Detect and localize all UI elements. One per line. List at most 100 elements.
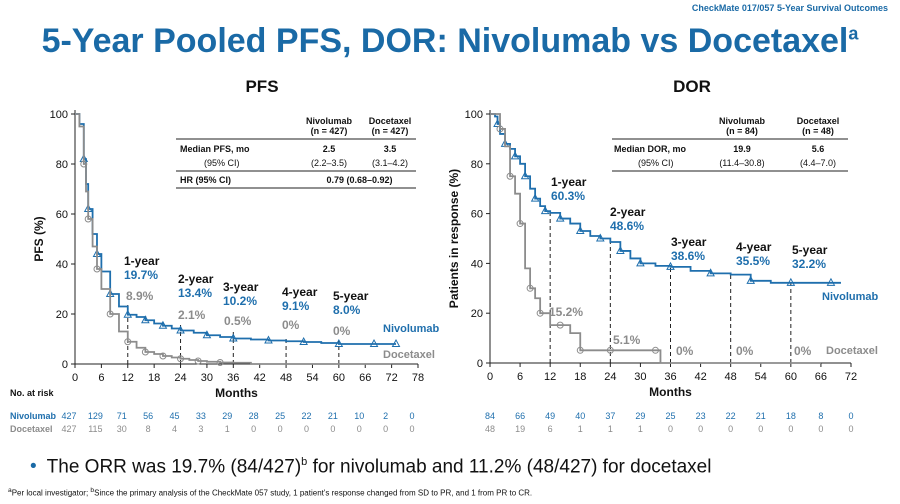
pfs-nivolumab-censor-mark xyxy=(141,315,150,324)
pfs-nivolumab-censor-mark xyxy=(334,338,344,347)
dor-at-risk-docetaxel-value: 1 xyxy=(608,424,613,434)
dor-x-tick-label: 66 xyxy=(815,371,827,383)
pfs-landmark-docetaxel-value: 8.9% xyxy=(126,289,154,303)
dor-table-col-nivo: Nivolumab xyxy=(719,116,766,126)
pfs-at-risk-nivolumab-value: 427 xyxy=(61,411,76,421)
pfs-x-tick-label: 0 xyxy=(72,372,78,384)
pfs-at-risk-docetaxel-value: 4 xyxy=(172,424,177,434)
dor-table-col-nivo-n: (n = 84) xyxy=(726,126,758,136)
dor-docetaxel-curve xyxy=(490,113,821,364)
pfs-at-risk-nivolumab-value: 28 xyxy=(249,411,259,421)
pfs-x-tick-label: 66 xyxy=(359,372,371,384)
pfs-landmark-label: 5-year xyxy=(333,289,369,303)
dor-legend-docetaxel: Docetaxel xyxy=(826,345,878,357)
dor-x-tick-label: 36 xyxy=(664,371,676,383)
dor-landmark-docetaxel-value: 0% xyxy=(794,344,812,358)
dor-at-risk-nivolumab-value: 8 xyxy=(818,411,823,421)
dor-nivolumab-censor-mark xyxy=(616,245,625,254)
pfs-docetaxel-censor-mark xyxy=(80,160,88,168)
pfs-at-risk-docetaxel-value: 0 xyxy=(251,424,256,434)
dor-docetaxel-censor-mark xyxy=(651,346,659,354)
dor-x-tick-label: 18 xyxy=(574,371,586,383)
dor-at-risk-nivolumab-value: 66 xyxy=(515,411,525,421)
pfs-landmark-nivolumab-value: 8.0% xyxy=(333,303,361,317)
pfs-landmark-nivolumab-value: 9.1% xyxy=(282,299,310,313)
dor-table-col-doce-n: (n = 48) xyxy=(802,126,834,136)
pfs-at-risk-docetaxel-value: 0 xyxy=(409,424,414,434)
dor-y-tick-label: 40 xyxy=(471,258,483,270)
pfs-at-risk-nivolumab-value: 71 xyxy=(117,411,127,421)
dor-nivolumab-censor-mark xyxy=(555,213,565,222)
dor-landmark-docetaxel-value: 0% xyxy=(736,344,754,358)
pfs-x-tick-label: 6 xyxy=(98,372,104,384)
dor-y-tick-label: 60 xyxy=(471,209,483,221)
dor-at-risk-docetaxel-value: 19 xyxy=(515,424,525,434)
dor-landmark-nivolumab-value: 60.3% xyxy=(551,189,585,203)
dor-table-row2-nivo: (11.4–30.8) xyxy=(719,158,764,168)
pfs-table-col-nivo-n: (n = 427) xyxy=(311,126,348,136)
dor-docetaxel-censor-mark xyxy=(506,172,514,180)
dor-chart-title: DOR xyxy=(673,77,711,96)
orr-bullet: • The ORR was 19.7% (84/427)b for nivolum… xyxy=(30,456,712,478)
pfs-nivolumab-censor-mark xyxy=(176,325,185,334)
dor-table-row1-label: Median DOR, mo xyxy=(614,144,687,154)
dor-nivolumab-censor-mark xyxy=(530,193,540,202)
dor-x-tick-label: 42 xyxy=(694,371,706,383)
dor-at-risk-nivolumab-value: 25 xyxy=(665,411,675,421)
pfs-at-risk-nivolumab-value: 45 xyxy=(170,411,180,421)
dor-nivolumab-censor-mark xyxy=(636,258,645,267)
dor-docetaxel-censor-mark xyxy=(556,321,564,329)
dor-nivolumab-censor-mark xyxy=(520,171,530,180)
dor-x-tick-label: 72 xyxy=(845,371,857,383)
pfs-y-axis-label: PFS (%) xyxy=(32,216,46,261)
pfs-docetaxel-censor-mark xyxy=(93,265,101,273)
at-risk-docetaxel-label: Docetaxel xyxy=(10,424,53,434)
pfs-table-row1-nivo: 2.5 xyxy=(323,144,336,154)
pfs-at-risk-nivolumab-value: 29 xyxy=(222,411,232,421)
dor-docetaxel-censor-mark xyxy=(526,284,534,292)
dor-at-risk-docetaxel-value: 0 xyxy=(758,424,763,434)
footnote: aPer local investigator; bSince the prim… xyxy=(8,487,533,498)
pfs-docetaxel-censor-mark xyxy=(106,310,114,318)
dor-table-row1-nivo: 19.9 xyxy=(733,144,751,154)
dor-at-risk-docetaxel-value: 6 xyxy=(548,424,553,434)
pfs-at-risk-nivolumab-value: 0 xyxy=(409,411,414,421)
pfs-y-tick-label: 20 xyxy=(56,309,68,321)
pfs-table-col-doce: Docetaxel xyxy=(369,116,412,126)
pfs-at-risk-docetaxel-value: 0 xyxy=(304,424,309,434)
dor-at-risk-docetaxel-value: 0 xyxy=(698,424,703,434)
dor-docetaxel-censor-mark xyxy=(496,125,504,133)
pfs-at-risk-nivolumab-value: 22 xyxy=(301,411,311,421)
pfs-table-row2-label: (95% CI) xyxy=(204,158,240,168)
page-title: 5-Year Pooled PFS, DOR: Nivolumab vs Doc… xyxy=(41,22,859,60)
dor-landmark-nivolumab-value: 32.2% xyxy=(792,257,826,271)
bullet-dot-icon: • xyxy=(30,456,37,478)
pfs-at-risk-nivolumab-value: 129 xyxy=(88,411,103,421)
at-risk-nivolumab-label: Nivolumab xyxy=(10,411,57,421)
dor-table-bg xyxy=(608,112,854,170)
pfs-x-tick-label: 78 xyxy=(412,372,424,384)
dor-nivolumab-curve xyxy=(490,113,841,284)
dor-nivolumab-censor-mark xyxy=(595,233,605,242)
pfs-table-row1-doce: 3.5 xyxy=(384,144,397,154)
dor-nivolumab-censor-mark xyxy=(746,275,756,284)
pfs-table-col-nivo: Nivolumab xyxy=(306,116,353,126)
pfs-at-risk-nivolumab-value: 21 xyxy=(328,411,338,421)
pfs-x-tick-label: 48 xyxy=(280,372,292,384)
dor-at-risk-docetaxel-value: 0 xyxy=(788,424,793,434)
pfs-docetaxel-censor-mark xyxy=(141,348,149,356)
pfs-landmark-nivolumab-value: 10.2% xyxy=(223,294,257,308)
dor-at-risk-nivolumab-value: 49 xyxy=(545,411,555,421)
pfs-at-risk-docetaxel-value: 1 xyxy=(225,424,230,434)
pfs-at-risk-docetaxel-value: 115 xyxy=(88,424,102,434)
dor-landmark-label: 4-year xyxy=(736,240,772,254)
dor-at-risk-docetaxel-value: 48 xyxy=(485,424,495,434)
pfs-table-bg xyxy=(172,112,422,188)
dor-legend-nivolumab: Nivolumab xyxy=(822,291,879,303)
dor-x-tick-label: 0 xyxy=(487,371,493,383)
pfs-landmark-docetaxel-value: 2.1% xyxy=(178,308,206,322)
dor-docetaxel-censor-mark xyxy=(576,346,584,354)
pfs-docetaxel-censor-mark xyxy=(216,359,224,366)
pfs-nivolumab-censor-mark xyxy=(228,333,238,342)
pfs-nivolumab-censor-mark xyxy=(123,309,133,318)
